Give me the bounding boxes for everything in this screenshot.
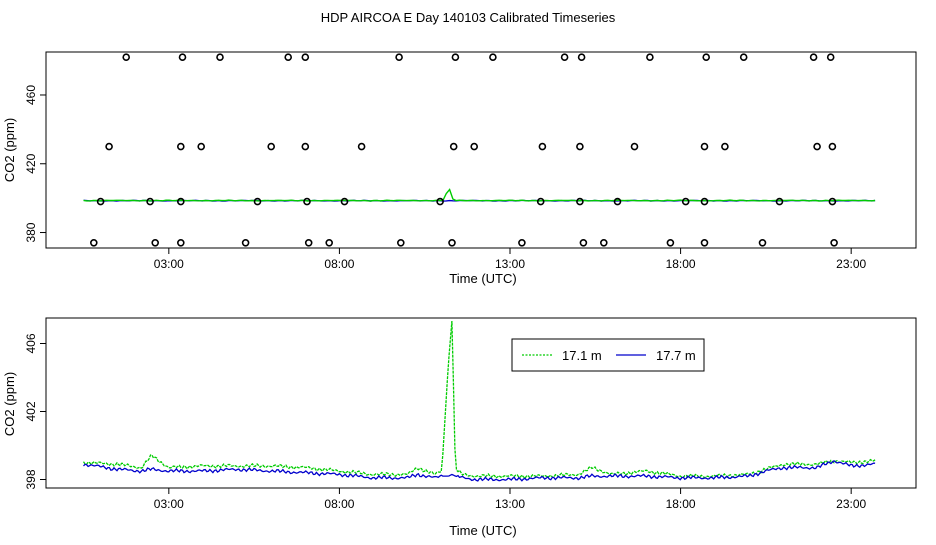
top-x-tick-label: 03:00 [154,257,184,271]
scatter-point [284,53,293,62]
scatter-point [301,53,310,62]
scatter-point [395,53,403,62]
figure-title: HDP AIRCOA E Day 140103 Calibrated Times… [321,10,616,25]
scatter-point [630,142,639,151]
bottom-x-tick-label: 08:00 [324,497,354,511]
scatter-point [613,197,622,206]
scatter-point [325,239,334,247]
scatter-point [577,53,586,62]
scatter-point [178,53,187,62]
bottom-y-axis: 398 402 406 [24,333,46,490]
scatter-point [267,142,276,151]
legend-label-17-1m: 17.1 m [562,348,602,363]
scatter-point [241,239,250,247]
bottom-x-tick-label: 13:00 [495,497,525,511]
scatter-point [775,197,784,206]
scatter-point [809,53,818,62]
scatter-point [449,142,458,151]
scatter-point [828,142,837,151]
bottom-series-line-17-1-m [82,320,876,480]
scatter-point [340,197,349,206]
top-series-lines [83,188,876,202]
scatter-point [436,197,444,206]
top-x-axis: 03:00 08:00 13:00 18:00 23:00 [154,248,867,271]
top-y-axis: 380 420 460 [24,85,46,243]
bottom-series-line-17-7-m [83,459,876,482]
top-y-axis-label: CO2 (ppm) [2,118,17,182]
scatter-point [151,239,159,247]
scatter-point [448,239,456,247]
top-x-tick-label: 23:00 [836,257,866,271]
top-series-line-17-1-m [83,188,876,202]
scatter-point [666,239,675,247]
scatter-point [758,239,767,247]
scatter-point [721,142,729,151]
bottom-x-tick-label: 23:00 [836,497,866,511]
top-plot-frame [45,51,917,249]
bottom-series-lines [82,320,876,482]
scatter-point [122,53,130,62]
scatter-point [826,53,835,62]
bottom-plot-frame [45,317,917,489]
top-y-tick-label: 380 [24,222,38,242]
scatter-point [301,142,310,151]
scatter-point [489,53,497,62]
scatter-point [700,197,709,206]
top-points [90,53,838,247]
scatter-point [576,197,584,206]
bottom-x-axis: 03:00 08:00 13:00 18:00 23:00 [154,488,867,511]
scatter-point [560,53,569,62]
top-x-tick-label: 18:00 [666,257,696,271]
scatter-point [396,239,405,247]
scatter-point [538,142,547,151]
scatter-point [105,142,113,151]
bottom-y-tick-label: 406 [24,333,38,353]
scatter-point [828,197,837,206]
scatter-point [646,53,654,62]
scatter-point [700,142,709,151]
scatter-point [303,197,311,206]
scatter-point [90,239,98,247]
top-x-axis-label: Time (UTC) [449,271,516,286]
top-y-tick-label: 460 [24,85,38,105]
scatter-point [177,197,185,206]
top-y-tick-label: 420 [24,153,38,173]
scatter-point [518,239,526,247]
top-x-tick-label: 13:00 [495,257,525,271]
scatter-point [830,239,838,247]
legend: 17.1 m 17.7 m [511,338,705,372]
top-panel: 380 420 460 03:00 08:00 13:00 18:00 23:00 Time… [2,51,917,286]
bottom-panel: 398 402 406 03:00 08:00 13:00 18:00 23:00 Time… [2,317,917,538]
scatter-point [197,142,205,151]
scatter-point [681,197,690,206]
scatter-point [216,53,224,62]
scatter-point [96,197,105,206]
scatter-point [739,53,748,62]
bottom-y-tick-label: 402 [24,401,38,421]
scatter-point [357,142,366,151]
scatter-point [253,197,262,206]
scatter-point [177,142,185,151]
scatter-point [536,197,545,206]
legend-label-17-7m: 17.7 m [656,348,696,363]
bottom-x-tick-label: 18:00 [666,497,696,511]
bottom-y-tick-label: 398 [24,469,38,489]
scatter-point [576,142,584,151]
bottom-x-axis-label: Time (UTC) [449,523,516,538]
scatter-point [304,239,313,247]
bottom-x-tick-label: 03:00 [154,497,184,511]
bottom-y-axis-label: CO2 (ppm) [2,372,17,436]
top-x-tick-label: 08:00 [324,257,354,271]
scatter-point [579,239,588,247]
scatter-point [702,53,711,62]
scatter-point [599,239,608,247]
scatter-point [177,239,185,247]
scatter-point [451,53,460,62]
scatter-point [700,239,709,247]
scatter-point [470,142,479,151]
scatter-point [146,197,154,206]
scatter-point [813,142,821,151]
